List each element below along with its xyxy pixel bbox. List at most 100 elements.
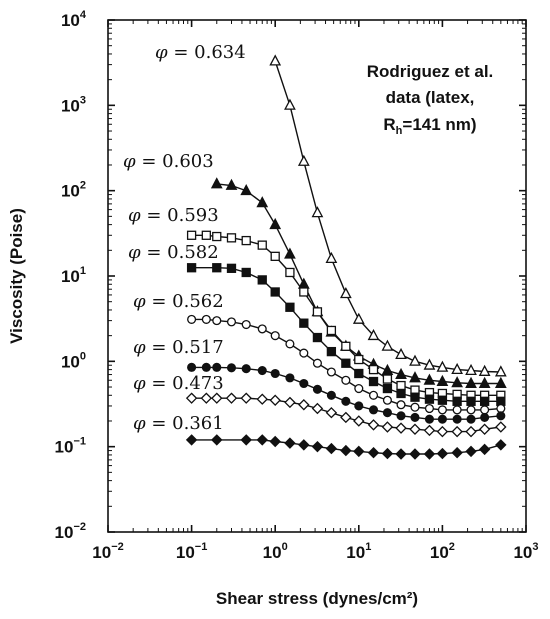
diamond-marker	[409, 423, 421, 435]
circle-marker	[241, 319, 251, 330]
diamond-marker	[311, 440, 324, 453]
x-tick-label: 10−2	[92, 541, 123, 562]
circle-marker	[201, 314, 211, 324]
y-tick-label-base: 10	[61, 352, 80, 371]
triangle-marker	[465, 376, 477, 388]
triangle-marker	[409, 354, 421, 366]
phi-symbol: φ	[128, 242, 141, 263]
phi-equals: =	[141, 205, 168, 226]
phi-value: 0.634	[194, 42, 246, 63]
square-marker	[354, 354, 364, 365]
y-tick-label-exponent: −2	[73, 521, 86, 533]
circle-marker	[368, 405, 379, 415]
square-marker	[257, 240, 267, 250]
circle-marker	[410, 402, 420, 412]
square-marker	[396, 380, 406, 391]
square-marker	[186, 230, 197, 240]
diamond-marker	[211, 392, 223, 404]
diamond-marker	[423, 448, 436, 460]
square-marker	[270, 287, 280, 297]
circle-marker	[257, 365, 267, 376]
series-line	[274, 60, 501, 373]
y-tick-label-exponent: 3	[80, 94, 86, 106]
square-marker	[368, 364, 379, 375]
x-tick-label: 103	[513, 541, 538, 562]
circle-marker	[396, 411, 406, 421]
circle-marker	[466, 414, 476, 424]
square-marker	[396, 388, 406, 399]
triangle-marker	[436, 360, 449, 372]
diamond-marker	[269, 394, 281, 406]
square-marker	[201, 230, 211, 240]
y-tick-label: 104	[61, 9, 87, 30]
phi-symbol: φ	[133, 373, 146, 394]
triangle-marker	[494, 365, 507, 377]
x-tick-label-exponent: −2	[111, 541, 124, 553]
phi-equals: =	[146, 337, 173, 358]
circle-marker	[396, 400, 406, 410]
x-tick-label: 100	[263, 541, 288, 562]
phi-value: 0.603	[162, 151, 214, 172]
y-tick-label: 10−1	[55, 436, 86, 457]
diamond-marker	[256, 434, 268, 446]
y-tick-label-exponent: 1	[80, 265, 86, 277]
square-marker	[212, 231, 222, 242]
circle-marker	[452, 414, 462, 424]
circle-marker	[424, 414, 435, 424]
triangle-marker	[269, 54, 282, 66]
diamond-marker	[495, 439, 507, 451]
triangle-marker	[284, 247, 296, 259]
square-marker	[226, 233, 237, 243]
circle-marker	[382, 408, 392, 418]
square-marker	[241, 267, 251, 278]
triangle-marker	[269, 217, 282, 230]
annotation-r-subscript: h	[396, 125, 403, 137]
series-line	[191, 267, 501, 402]
circle-marker	[187, 362, 197, 372]
triangle-marker	[381, 339, 394, 351]
y-tick-label-exponent: 0	[80, 350, 86, 362]
square-marker	[479, 396, 490, 406]
triangle-marker	[297, 154, 310, 166]
x-tick-label-base: 10	[176, 543, 195, 562]
phi-value: 0.582	[167, 242, 219, 263]
circle-marker	[410, 412, 420, 422]
triangle-marker	[225, 178, 238, 190]
triangle-marker	[352, 312, 365, 324]
series-phi-0-582	[186, 263, 506, 406]
phi-symbol: φ	[155, 42, 168, 63]
diamond-marker	[284, 437, 296, 449]
diamond-marker	[436, 425, 449, 438]
circle-marker	[424, 403, 435, 414]
x-tick-label-exponent: 1	[365, 541, 371, 553]
diamond-marker	[340, 444, 352, 457]
phi-label-0-634: φ = 0.634	[155, 42, 246, 63]
circle-marker	[212, 362, 222, 372]
triangle-marker	[367, 328, 380, 341]
y-tick-label: 103	[61, 94, 86, 115]
diamond-marker	[340, 411, 352, 424]
phi-label-0-473: φ = 0.473	[133, 373, 224, 394]
y-tick-label-exponent: 4	[80, 9, 87, 21]
diamond-marker	[240, 392, 252, 404]
triangle-marker	[395, 367, 407, 380]
square-marker	[299, 318, 309, 328]
circle-marker	[382, 395, 392, 405]
triangle-marker	[240, 183, 253, 196]
square-marker	[285, 302, 295, 312]
triangle-marker	[409, 371, 421, 383]
phi-label-0-603: φ = 0.603	[123, 151, 214, 172]
diamond-marker	[465, 425, 477, 438]
y-tick-label-base: 10	[61, 267, 80, 286]
data-series	[185, 54, 507, 460]
circle-marker	[270, 368, 280, 379]
square-marker	[285, 267, 295, 278]
diamond-marker	[325, 406, 338, 419]
y-tick-label: 100	[61, 350, 86, 371]
x-tick-label-exponent: 2	[449, 541, 455, 553]
phi-value: 0.473	[172, 373, 224, 394]
triangle-marker	[423, 373, 436, 385]
triangle-marker	[436, 374, 449, 386]
square-marker	[299, 287, 309, 297]
